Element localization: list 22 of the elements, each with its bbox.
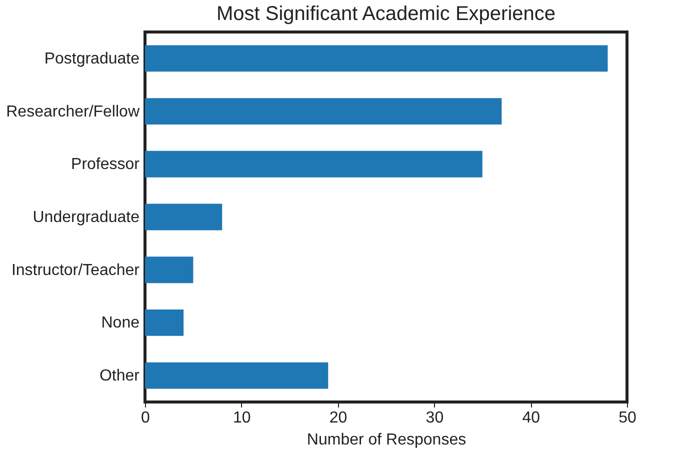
bar <box>145 150 482 178</box>
x-tick-label: 50 <box>618 410 636 426</box>
x-tick-label: 20 <box>329 410 348 426</box>
x-tick-label: 40 <box>522 410 540 426</box>
y-tick-label: Researcher/Fellow <box>6 103 140 120</box>
bar <box>145 256 194 284</box>
x-tick-label: 30 <box>426 410 444 426</box>
y-tick-label: Undergraduate <box>32 209 140 226</box>
x-tick-label: 10 <box>233 410 251 426</box>
bar <box>145 204 222 230</box>
bar <box>145 310 184 336</box>
y-tick-label: Postgraduate <box>44 50 140 68</box>
bar <box>145 362 328 389</box>
bar <box>145 45 608 72</box>
y-tick-label: Other <box>99 368 140 385</box>
y-tick-label: None <box>101 314 140 332</box>
x-tick-label: 0 <box>141 410 150 426</box>
y-tick-label: Instructor/Teacher <box>11 262 140 279</box>
y-tick-label: Professor <box>71 156 140 174</box>
x-axis-title: Number of Responses <box>306 432 466 448</box>
chart-title: Most Significant Academic Experience <box>216 3 556 25</box>
bar <box>145 98 502 124</box>
